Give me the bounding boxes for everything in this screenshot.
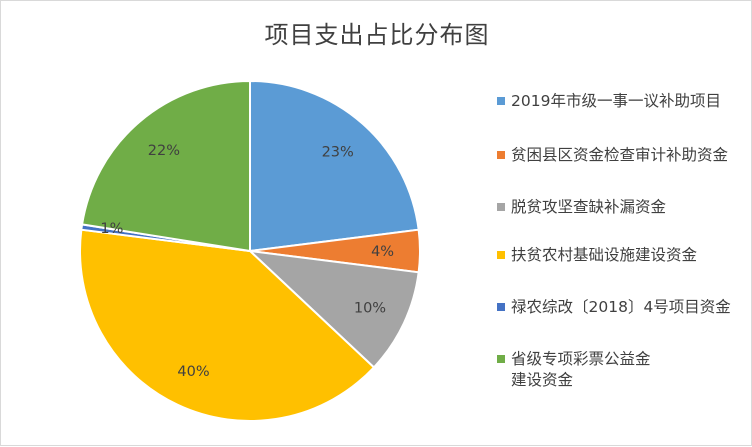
legend-item: 贫困县区资金检查审计补助资金 — [497, 145, 739, 166]
legend-item: 脱贫攻坚查缺补漏资金 — [497, 197, 739, 218]
legend-label: 扶贫农村基础设施建设资金 — [511, 246, 698, 264]
slice-data-label: 4% — [371, 244, 394, 260]
legend-item: 扶贫农村基础设施建设资金 — [497, 245, 739, 266]
pie-slice — [79, 228, 376, 422]
legend-swatch — [497, 251, 505, 259]
legend-swatch — [497, 203, 505, 211]
legend-item: 2019年市级一事一议补助项目 — [497, 91, 739, 112]
legend-label: 2019年市级一事一议补助项目 — [511, 92, 721, 110]
legend-label: 省级专项彩票公益金建设资金 — [511, 350, 651, 389]
pie-slice — [80, 79, 251, 253]
legend-label: 贫困县区资金检查审计补助资金 — [511, 146, 729, 164]
legend-swatch — [497, 355, 505, 363]
pie-slice — [249, 79, 420, 253]
legend-item: 禄农综改〔2018〕4号项目资金 — [497, 297, 739, 318]
slice-data-label: 23% — [322, 145, 354, 161]
legend-swatch — [497, 151, 505, 159]
slice-data-label: 40% — [177, 364, 209, 380]
slice-data-label: 1% — [100, 221, 123, 237]
pie-slice — [247, 249, 420, 369]
slice-data-label: 22% — [148, 143, 180, 159]
legend-label: 脱贫攻坚查缺补漏资金 — [511, 198, 667, 216]
legend-swatch — [497, 97, 505, 105]
slice-data-label: 10% — [354, 300, 386, 316]
chart-title: 项目支出占比分布图 — [264, 21, 490, 49]
legend-swatch — [497, 303, 505, 311]
legend-item: 省级专项彩票公益金建设资金 — [497, 349, 661, 391]
legend-label: 禄农综改〔2018〕4号项目资金 — [511, 298, 731, 316]
